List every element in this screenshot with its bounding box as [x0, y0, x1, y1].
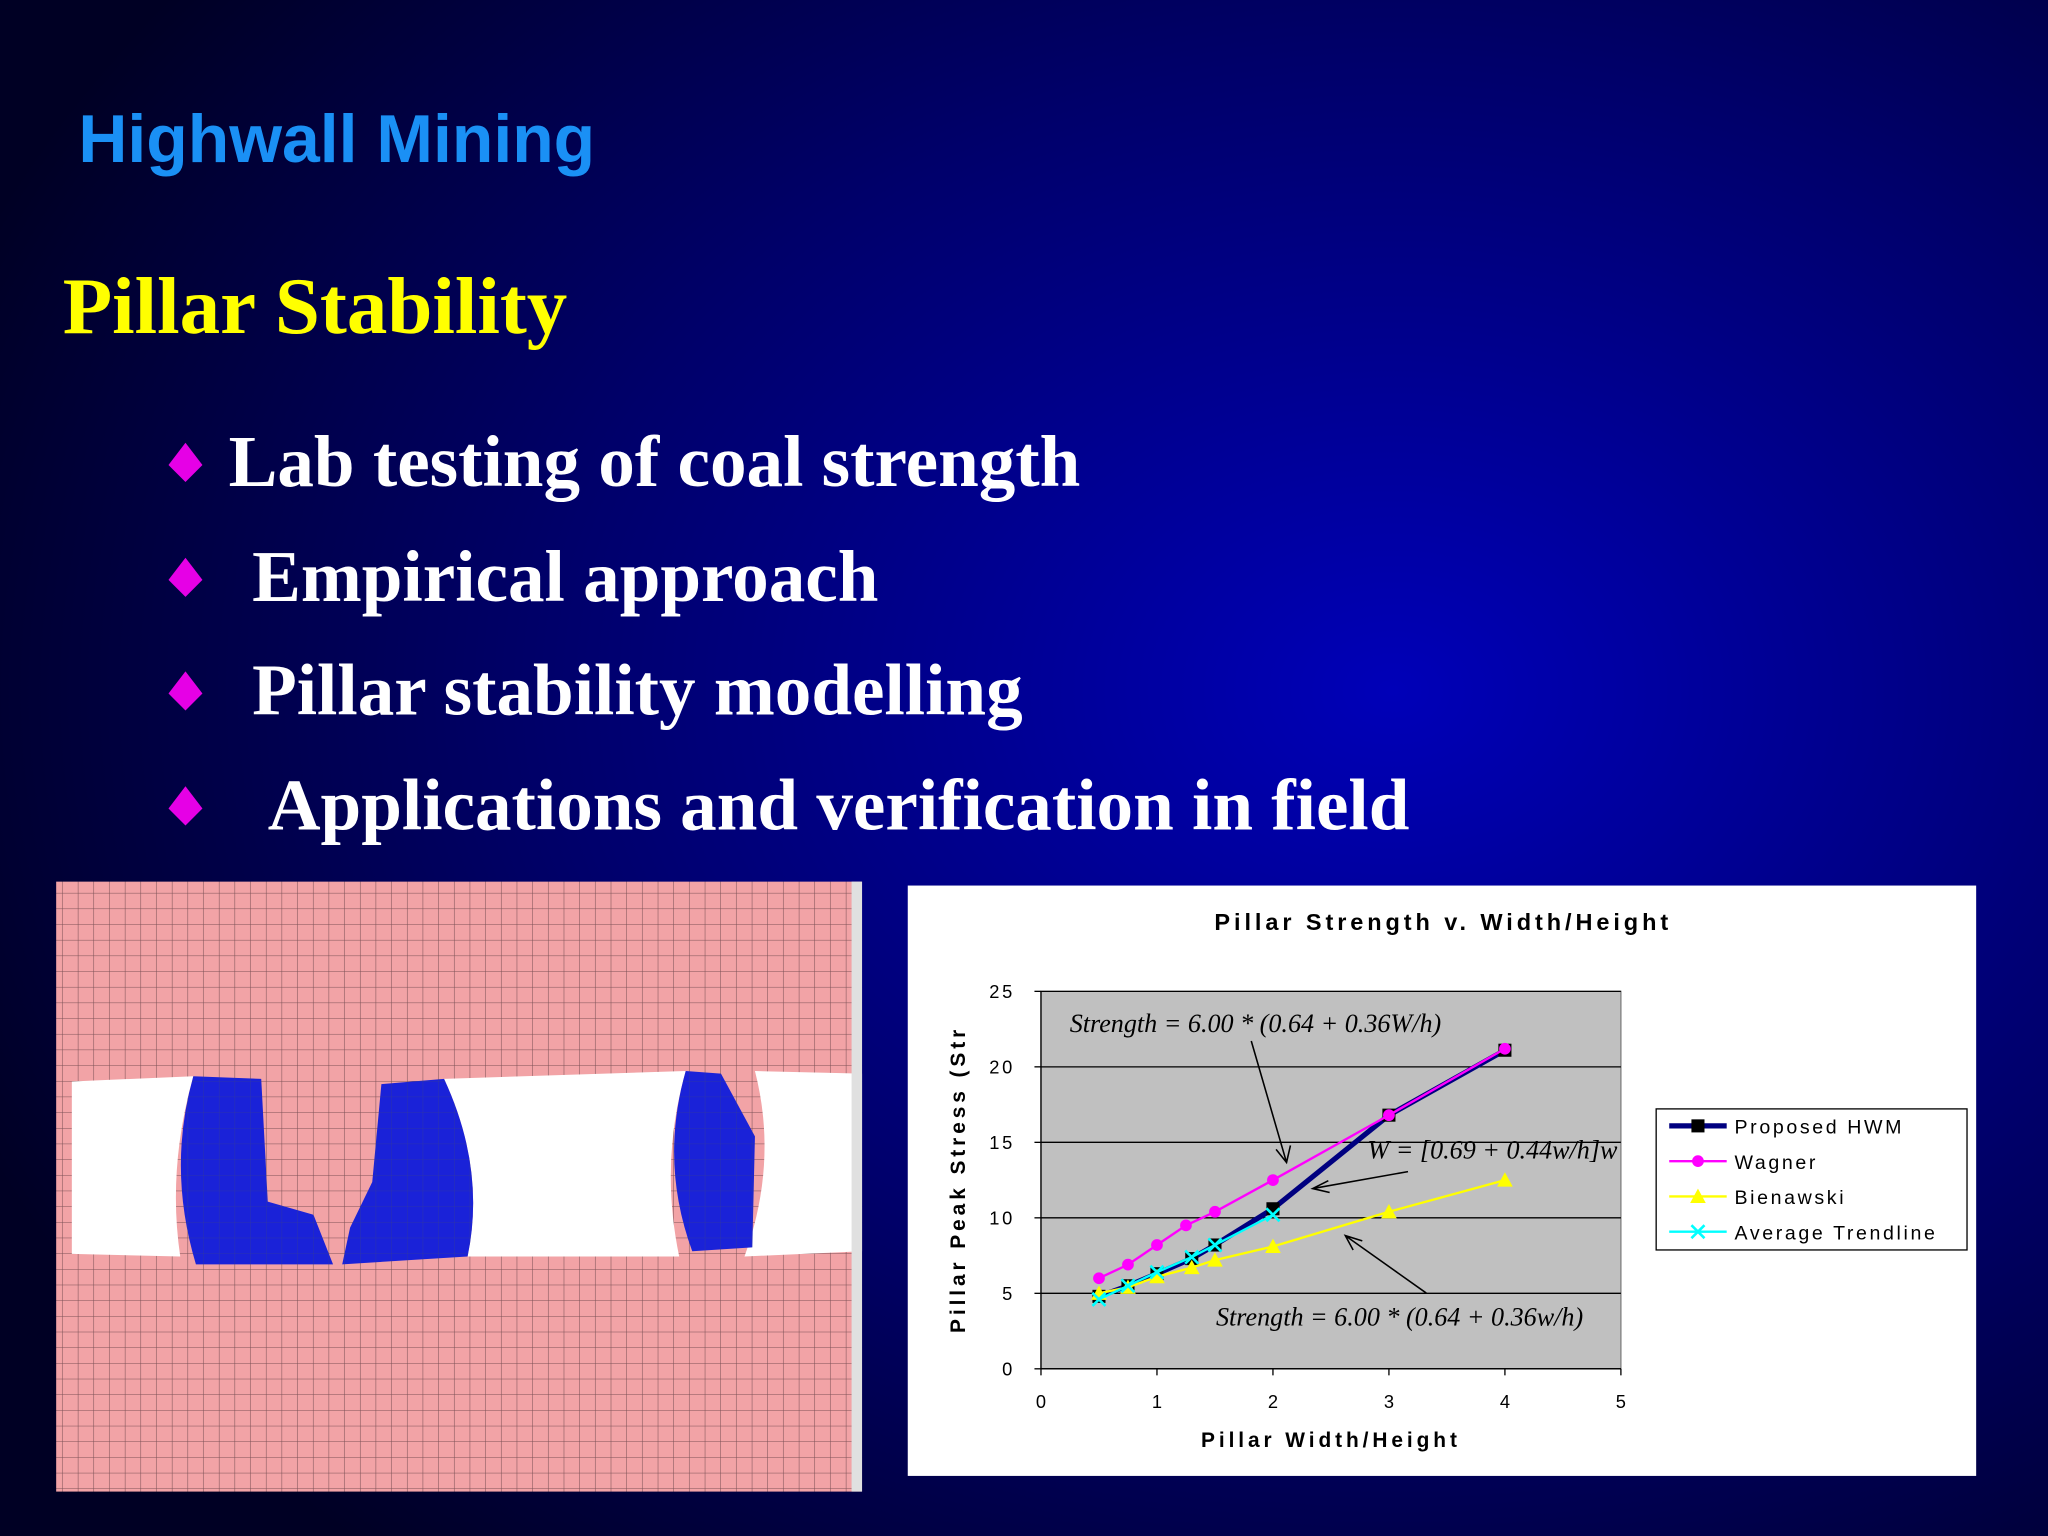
y-tick-label: 20 [989, 1056, 1015, 1077]
bullet-text: Empirical approach [252, 536, 878, 617]
legend-marker [1691, 1119, 1705, 1133]
annotations: Strength = 6.00 * (0.64 + 0.36W/h) W = [0… [1070, 1009, 1618, 1332]
x-tick-label: 0 [1036, 1391, 1046, 1412]
bullet-diamond [168, 557, 203, 597]
slide-title: Highwall Mining [78, 102, 595, 177]
data-point [1209, 1205, 1221, 1218]
legend-label: Wagner [1735, 1152, 1819, 1174]
y-tick-label: 25 [989, 981, 1015, 1002]
legend-label: Average Trendline [1735, 1223, 1938, 1245]
x-tick-label: 5 [1616, 1391, 1626, 1412]
bullet-list: Lab testing of coal strength Empirical ap… [168, 421, 1410, 845]
data-point [1091, 1291, 1107, 1307]
equation: W = [0.69 + 0.44w/h]w [1368, 1136, 1619, 1165]
bullet-text: Applications and verification in field [268, 764, 1410, 845]
data-point [1184, 1249, 1200, 1265]
legend-box [1655, 1108, 1968, 1251]
heading: Pillar Stability [63, 261, 568, 351]
data-point [1207, 1237, 1223, 1253]
x-tick-label: 1 [1152, 1391, 1162, 1412]
data-point [1149, 1264, 1165, 1280]
chart: Pillar Strength v. Width/Height Pillar W… [907, 885, 1977, 1476]
legend-marker [1690, 1224, 1706, 1240]
x-tick-label: 4 [1500, 1391, 1510, 1412]
y-tick-label: 15 [989, 1132, 1015, 1153]
data-point [1149, 1268, 1165, 1284]
data-point [1499, 1042, 1511, 1055]
legend-marker [1690, 1188, 1706, 1203]
x-tick-label: 2 [1268, 1391, 1278, 1412]
data-point [1120, 1278, 1136, 1294]
data-point [1207, 1252, 1223, 1267]
data-point [1265, 1207, 1281, 1223]
legend-marker [1692, 1155, 1704, 1168]
data-point [1122, 1258, 1134, 1271]
data-point [1183, 1259, 1200, 1275]
bullet-diamond [168, 671, 203, 711]
y-axis-title: Pillar Peak Stress (Str [947, 1026, 970, 1333]
chart-title: Pillar Strength v. Width/Height [1214, 909, 1672, 935]
data-point [1151, 1239, 1163, 1251]
series-line [1098, 1213, 1274, 1301]
bullet-diamond [168, 442, 203, 482]
bullet-text: Pillar stability modelling [252, 649, 1023, 730]
series-line [1098, 1178, 1506, 1295]
legend-label: Proposed HWM [1735, 1117, 1905, 1139]
y-tick-label: 0 [1002, 1358, 1015, 1379]
data-point [1180, 1219, 1192, 1232]
bullet-text: Lab testing of coal strength [229, 421, 1081, 502]
data-point [1267, 1174, 1279, 1186]
plot-area [1040, 990, 1622, 1370]
legend-label: Bienawski [1735, 1187, 1847, 1209]
data-point [1383, 1109, 1395, 1122]
data-point [1093, 1272, 1105, 1285]
y-tick-label: 5 [1002, 1283, 1015, 1304]
mesh-image [56, 881, 863, 1492]
bullet-diamond [168, 786, 203, 826]
x-axis-title: Pillar Width/Height [1201, 1429, 1461, 1452]
equation: Strength = 6.00 * (0.64 + 0.36w/h) [1216, 1303, 1583, 1332]
x-tick-label: 3 [1384, 1391, 1394, 1412]
equation: Strength = 6.00 * (0.64 + 0.36W/h) [1070, 1009, 1442, 1038]
data-point [1381, 1203, 1397, 1219]
data-point [1497, 1172, 1513, 1187]
y-tick-label: 10 [989, 1207, 1015, 1228]
data-point [1265, 1238, 1281, 1254]
